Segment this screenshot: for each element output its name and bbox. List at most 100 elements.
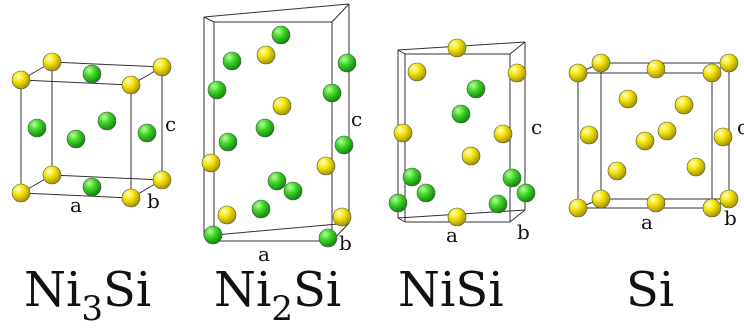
ni-atom xyxy=(416,183,436,203)
si-atom xyxy=(719,53,739,73)
ni-atom xyxy=(27,118,47,138)
panel-si: a b c xyxy=(568,53,744,234)
si-atom xyxy=(256,45,276,65)
si-atom xyxy=(332,207,352,227)
ni-atom xyxy=(137,123,157,143)
axis-label-b-ni3si: b xyxy=(147,189,160,213)
axis-label-a-ni3si: a xyxy=(70,193,82,217)
si-atom xyxy=(447,207,467,227)
si-atom xyxy=(702,198,722,218)
si-atom xyxy=(713,127,733,147)
axis-label-a-si: a xyxy=(641,210,653,234)
si-atom xyxy=(618,89,638,109)
si-atom xyxy=(447,38,467,58)
ni-atom xyxy=(334,135,354,155)
atoms-si xyxy=(568,53,739,218)
ni-atom xyxy=(388,193,408,213)
ni-atom xyxy=(97,111,117,131)
formula-suffix: Si xyxy=(293,262,342,318)
ni-atom xyxy=(222,51,242,71)
si-atom xyxy=(507,63,527,83)
formula-nisi: NiSi xyxy=(398,258,504,322)
formula-main: NiSi xyxy=(398,262,504,318)
si-atom xyxy=(152,57,172,77)
formula-main: Si xyxy=(626,262,675,318)
si-atom xyxy=(607,161,627,181)
atoms-nisi xyxy=(388,38,536,227)
si-atom xyxy=(719,189,739,209)
unit-cell-si xyxy=(577,62,730,209)
si-atom xyxy=(579,125,599,145)
si-atom xyxy=(152,170,172,190)
formula-si: Si xyxy=(626,258,674,322)
si-atom xyxy=(121,188,141,208)
panel-nisi: a b c xyxy=(388,38,542,247)
axis-label-c-ni3si: c xyxy=(165,112,176,136)
ni-atom xyxy=(267,171,287,191)
formula-ni2si: Ni2Si xyxy=(214,258,342,329)
formula-ni3si: Ni3Si xyxy=(24,258,152,329)
si-atom xyxy=(42,52,62,72)
ni-atom xyxy=(451,104,471,124)
axis-label-b-ni2si: b xyxy=(339,231,352,255)
si-atom xyxy=(657,121,677,141)
si-atom xyxy=(702,63,722,83)
ni-atom xyxy=(251,199,271,219)
si-atom xyxy=(407,62,427,82)
si-atom xyxy=(11,183,31,203)
si-atom xyxy=(635,131,655,151)
ni-atom xyxy=(466,79,486,99)
si-atom xyxy=(493,124,513,144)
atoms-ni3si xyxy=(11,52,172,208)
axis-label-c-si: c xyxy=(737,115,744,139)
si-atom xyxy=(11,70,31,90)
formula-subscript: 2 xyxy=(271,289,293,329)
si-atom xyxy=(568,198,588,218)
si-atom xyxy=(272,96,292,116)
ni-atom xyxy=(402,167,422,187)
si-atom xyxy=(646,59,666,79)
formula-subscript: 3 xyxy=(81,289,103,329)
si-atom xyxy=(121,75,141,95)
ni-atom xyxy=(66,129,86,149)
ni-atom xyxy=(516,183,536,203)
ni-atom xyxy=(318,228,338,248)
ni-atom xyxy=(203,225,223,245)
formula-main: Ni xyxy=(24,262,82,318)
atoms-ni2si xyxy=(201,25,357,248)
axis-label-b-nisi: b xyxy=(517,220,530,244)
ni-atom xyxy=(82,64,102,84)
axis-label-b-si: b xyxy=(724,206,737,230)
ni-atom xyxy=(322,83,342,103)
ni-atom xyxy=(488,194,508,214)
panel-ni2si: a b c xyxy=(201,3,362,266)
axis-label-c-ni2si: c xyxy=(351,107,362,131)
axis-label-a-nisi: a xyxy=(446,223,458,247)
si-atom xyxy=(393,123,413,143)
ni-atom xyxy=(283,181,303,201)
axis-label-a-ni2si: a xyxy=(258,242,270,266)
ni-atom xyxy=(337,53,357,73)
si-atom xyxy=(674,95,694,115)
ni-atom xyxy=(207,80,227,100)
si-atom xyxy=(686,157,706,177)
si-atom xyxy=(591,189,611,209)
ni-atom xyxy=(502,168,522,188)
axis-label-c-nisi: c xyxy=(531,115,542,139)
si-atom xyxy=(42,165,62,185)
si-atom xyxy=(646,193,666,213)
formula-main: Ni xyxy=(214,262,272,318)
panel-ni3si: a b c xyxy=(11,52,176,217)
unit-cell-ni2si xyxy=(203,3,350,242)
si-atom xyxy=(316,156,336,176)
ni-atom xyxy=(255,118,275,138)
ni-atom xyxy=(82,177,102,197)
formula-suffix: Si xyxy=(103,262,152,318)
si-atom xyxy=(217,205,237,225)
ni-atom xyxy=(218,132,238,152)
si-atom xyxy=(201,153,221,173)
si-atom xyxy=(568,63,588,83)
si-atom xyxy=(461,146,481,166)
ni-atom xyxy=(271,25,291,45)
